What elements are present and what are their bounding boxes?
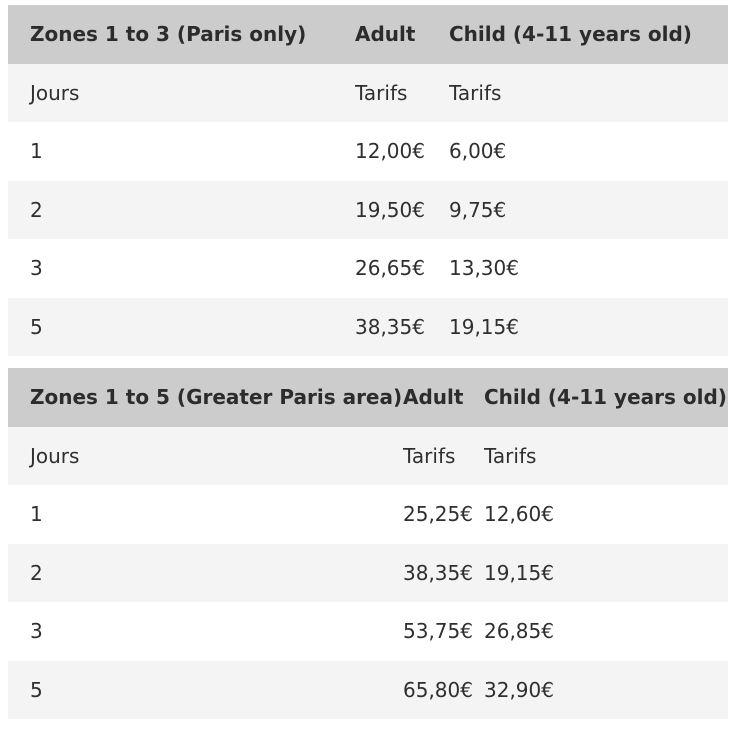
adult-price-cell: 19,50€ — [355, 180, 449, 239]
child-price-cell: 9,75€ — [449, 180, 728, 239]
days-cell: 1 — [8, 485, 403, 544]
days-cell: 5 — [8, 297, 355, 356]
days-cell: 3 — [8, 602, 403, 661]
adult-price-cell: 65,80€ — [403, 660, 484, 719]
child-price-cell: 13,30€ — [449, 239, 728, 298]
table-header-row: Zones 1 to 5 (Greater Paris area) Adult … — [8, 368, 728, 427]
child-rates-label: Tarifs — [449, 63, 728, 122]
days-cell: 5 — [8, 660, 403, 719]
adult-price-cell: 12,00€ — [355, 122, 449, 181]
adult-rates-label: Tarifs — [355, 63, 449, 122]
child-price-cell: 32,90€ — [484, 660, 728, 719]
days-label: Jours — [8, 63, 355, 122]
child-price-cell: 26,85€ — [484, 602, 728, 661]
table-row: 3 53,75€ 26,85€ — [8, 602, 728, 661]
child-price-cell: 6,00€ — [449, 122, 728, 181]
table-row: 5 65,80€ 32,90€ — [8, 660, 728, 719]
fare-table-zones-1-3: Zones 1 to 3 (Paris only) Adult Child (4… — [8, 5, 728, 356]
table-subheader-row: Jours Tarifs Tarifs — [8, 63, 728, 122]
child-price-cell: 19,15€ — [449, 297, 728, 356]
adult-price-cell: 25,25€ — [403, 485, 484, 544]
table-row: 3 26,65€ 13,30€ — [8, 239, 728, 298]
child-price-cell: 19,15€ — [484, 543, 728, 602]
table-row: 2 19,50€ 9,75€ — [8, 180, 728, 239]
adult-header: Adult — [355, 5, 449, 64]
child-price-cell: 12,60€ — [484, 485, 728, 544]
table-row: 2 38,35€ 19,15€ — [8, 543, 728, 602]
adult-price-cell: 26,65€ — [355, 239, 449, 298]
adult-price-cell: 38,35€ — [355, 297, 449, 356]
days-cell: 2 — [8, 180, 355, 239]
child-header: Child (4-11 years old) — [484, 368, 728, 427]
zone-header: Zones 1 to 3 (Paris only) — [8, 5, 355, 64]
adult-price-cell: 53,75€ — [403, 602, 484, 661]
table-subheader-row: Jours Tarifs Tarifs — [8, 426, 728, 485]
zone-header: Zones 1 to 5 (Greater Paris area) — [8, 368, 403, 427]
child-header: Child (4-11 years old) — [449, 5, 728, 64]
days-cell: 3 — [8, 239, 355, 298]
days-cell: 2 — [8, 543, 403, 602]
days-label: Jours — [8, 426, 403, 485]
adult-header: Adult — [403, 368, 484, 427]
table-row: 1 12,00€ 6,00€ — [8, 122, 728, 181]
adult-rates-label: Tarifs — [403, 426, 484, 485]
adult-price-cell: 38,35€ — [403, 543, 484, 602]
table-row: 5 38,35€ 19,15€ — [8, 297, 728, 356]
fare-table-zones-1-5: Zones 1 to 5 (Greater Paris area) Adult … — [8, 368, 728, 719]
table-header-row: Zones 1 to 3 (Paris only) Adult Child (4… — [8, 5, 728, 64]
child-rates-label: Tarifs — [484, 426, 728, 485]
table-row: 1 25,25€ 12,60€ — [8, 485, 728, 544]
days-cell: 1 — [8, 122, 355, 181]
